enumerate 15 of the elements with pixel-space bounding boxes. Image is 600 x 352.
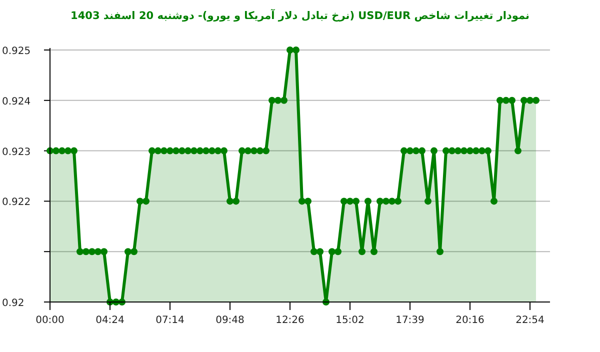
x-tick-label: 07:14 xyxy=(156,315,184,326)
y-tick-label: 0.923 xyxy=(2,146,31,158)
x-tick-label: 17:39 xyxy=(396,315,424,326)
y-tick-label: 0.925 xyxy=(2,46,31,57)
x-tick-label: 04:24 xyxy=(96,315,124,326)
chart-title: نمودار تغییرات شاخص USD/EUR (نرخ تبادل دلار آمریکا و یورو)- دوشنبه 20 اسفند 1403 xyxy=(70,8,530,22)
x-tick-label: 09:48 xyxy=(216,315,244,326)
y-tick-label: 0.92 xyxy=(2,298,24,309)
x-tick-label: 12:26 xyxy=(276,315,304,326)
x-tick-label: 00:00 xyxy=(36,315,64,326)
y-tick-label: 0.922 xyxy=(2,197,31,208)
x-tick-label: 22:54 xyxy=(516,315,544,326)
y-tick-label: 0.924 xyxy=(2,96,31,108)
x-tick-label: 15:02 xyxy=(336,315,364,326)
x-tick-label: 20:16 xyxy=(456,315,484,326)
